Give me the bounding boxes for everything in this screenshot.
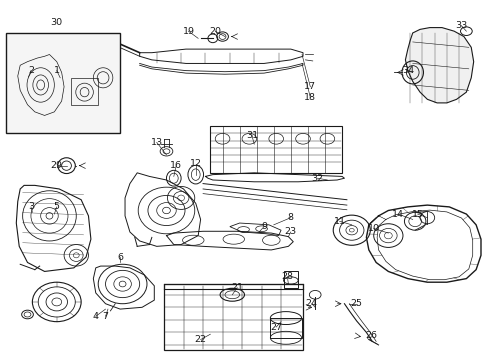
Text: 10: 10 bbox=[367, 224, 379, 233]
Text: 30: 30 bbox=[51, 18, 62, 27]
Bar bbox=[163, 284, 303, 350]
Text: 6: 6 bbox=[117, 253, 123, 262]
Text: 16: 16 bbox=[170, 161, 182, 170]
Text: 32: 32 bbox=[311, 174, 323, 183]
Text: 23: 23 bbox=[284, 228, 296, 237]
Text: 7: 7 bbox=[102, 312, 108, 321]
Text: 25: 25 bbox=[350, 299, 362, 308]
Bar bbox=[71, 78, 98, 105]
Text: 8: 8 bbox=[287, 213, 293, 222]
Text: 2: 2 bbox=[28, 66, 34, 75]
Bar bbox=[270, 318, 301, 338]
Text: 28: 28 bbox=[281, 272, 293, 281]
Text: 20: 20 bbox=[209, 27, 221, 36]
Text: 27: 27 bbox=[270, 323, 282, 332]
Text: 15: 15 bbox=[411, 210, 423, 219]
Text: 14: 14 bbox=[391, 210, 403, 219]
Text: 26: 26 bbox=[365, 332, 377, 341]
Bar bbox=[283, 271, 298, 288]
Bar bbox=[210, 126, 341, 173]
Text: 34: 34 bbox=[401, 66, 413, 75]
Text: 21: 21 bbox=[231, 283, 243, 292]
Text: 4: 4 bbox=[93, 312, 99, 321]
Text: 1: 1 bbox=[54, 66, 60, 75]
Text: 17: 17 bbox=[304, 82, 316, 91]
Text: 29: 29 bbox=[51, 161, 62, 170]
Text: 24: 24 bbox=[305, 299, 317, 308]
Text: 31: 31 bbox=[245, 131, 257, 140]
Text: 19: 19 bbox=[182, 27, 194, 36]
Text: 22: 22 bbox=[194, 335, 206, 344]
Text: 5: 5 bbox=[54, 202, 60, 211]
Text: 3: 3 bbox=[28, 202, 34, 211]
Bar bbox=[5, 33, 120, 134]
Text: 12: 12 bbox=[189, 159, 202, 168]
Text: 18: 18 bbox=[304, 93, 316, 102]
Text: 33: 33 bbox=[454, 21, 467, 30]
Polygon shape bbox=[405, 28, 473, 103]
Text: 11: 11 bbox=[333, 217, 345, 226]
Text: 13: 13 bbox=[150, 138, 163, 147]
Text: 9: 9 bbox=[261, 222, 266, 231]
